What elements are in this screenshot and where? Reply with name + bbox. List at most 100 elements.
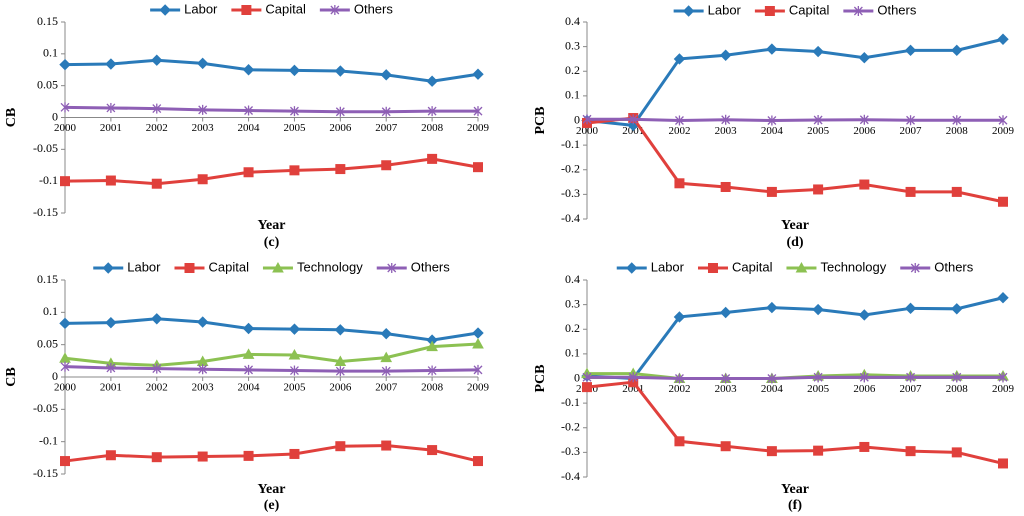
x-tick-label: 2001 — [100, 382, 122, 394]
marker — [905, 186, 916, 197]
x-tick-label: 2005 — [283, 382, 306, 394]
x-tick-label: 2003 — [192, 382, 215, 394]
x-tick-label: 2004 — [238, 382, 261, 394]
series-line — [64, 157, 479, 186]
series-line — [587, 117, 1003, 123]
y-axis-title: CB — [4, 108, 19, 127]
legend: Labor Capital Others — [673, 2, 917, 17]
x-tick-label: 2006 — [329, 122, 352, 134]
x-tick-label: 2002 — [668, 383, 690, 395]
y-tick-label: 0.2 — [565, 321, 580, 335]
marker — [105, 58, 117, 70]
x-tick-label: 2006 — [853, 383, 876, 395]
x-tick-label: 2008 — [946, 383, 969, 395]
x-tick-label: 2004 — [761, 383, 784, 395]
marker — [859, 179, 870, 190]
x-tick-label: 2006 — [329, 382, 352, 394]
marker — [60, 456, 70, 467]
marker — [998, 372, 1008, 383]
marker — [998, 196, 1008, 207]
x-axis-title: Year — [781, 482, 809, 497]
marker — [767, 373, 777, 384]
marker — [243, 167, 254, 178]
legend-label: Others — [411, 259, 451, 274]
marker — [334, 65, 347, 77]
marker — [380, 327, 392, 340]
marker — [381, 106, 391, 117]
y-tick-label: 0.05 — [37, 77, 58, 91]
marker — [159, 4, 171, 16]
marker — [674, 115, 684, 126]
x-axis-title: Year — [781, 218, 809, 233]
marker — [813, 184, 824, 195]
y-tick-label: 0.2 — [565, 63, 580, 77]
marker — [59, 317, 71, 330]
legend-label: Capital — [265, 1, 306, 16]
marker — [721, 114, 731, 125]
y-tick-label: 0.4 — [565, 14, 580, 28]
series-line — [64, 342, 479, 367]
x-axis-title: Year — [258, 218, 286, 233]
marker — [427, 153, 438, 164]
marker — [242, 322, 255, 335]
y-tick-label: 0.4 — [565, 272, 580, 286]
series-line — [64, 317, 479, 342]
marker — [427, 445, 438, 456]
legend-item: Technology — [262, 259, 363, 274]
marker — [152, 103, 162, 114]
legend-label: Technology — [297, 259, 363, 274]
x-tick-label: 2005 — [807, 383, 830, 395]
legend-item: Labor — [93, 259, 161, 274]
marker — [184, 263, 195, 273]
marker — [288, 64, 301, 77]
marker — [720, 441, 731, 452]
series-line — [587, 375, 1003, 380]
y-tick-label: 0 — [52, 109, 58, 123]
marker — [380, 69, 392, 81]
x-tick-label: 2007 — [900, 125, 923, 137]
legend: Labor Capital Technology Others — [616, 259, 974, 274]
legend-label: Capital — [208, 259, 249, 274]
marker — [335, 106, 345, 117]
legend-label: Others — [934, 259, 974, 274]
marker — [998, 458, 1008, 469]
y-tick-label: 0 — [52, 369, 58, 383]
marker — [289, 365, 299, 376]
legend-item: Labor — [673, 2, 742, 17]
marker — [334, 324, 347, 336]
legend-label: Others — [354, 1, 394, 16]
marker — [707, 263, 718, 273]
x-tick-label: 2002 — [146, 382, 168, 394]
marker — [427, 106, 437, 117]
marker — [952, 372, 962, 383]
marker — [472, 337, 484, 349]
marker — [427, 365, 437, 376]
marker — [951, 303, 963, 315]
panel-label: (d) — [786, 235, 803, 250]
marker — [289, 106, 299, 117]
x-tick-label: 2009 — [467, 382, 490, 394]
marker — [766, 43, 778, 55]
marker — [582, 372, 592, 383]
marker — [473, 456, 483, 467]
x-axis-title: Year — [258, 482, 286, 497]
x-tick-label: 2001 — [622, 383, 644, 395]
marker — [906, 372, 916, 383]
marker — [859, 372, 869, 383]
series-line — [586, 116, 1004, 204]
marker — [105, 316, 117, 329]
x-tick-label: 2004 — [238, 122, 261, 134]
marker — [859, 441, 870, 452]
marker — [272, 261, 284, 273]
x-tick-label: 2000 — [576, 125, 599, 137]
marker — [813, 115, 823, 126]
legend-item: Others — [319, 1, 394, 16]
x-tick-label: 2005 — [807, 125, 830, 137]
marker — [102, 262, 114, 274]
marker — [380, 351, 393, 363]
marker — [951, 186, 962, 197]
legend-item: Capital — [174, 259, 249, 274]
marker — [473, 162, 483, 173]
marker — [858, 51, 871, 64]
y-tick-label: 0.3 — [565, 296, 580, 310]
